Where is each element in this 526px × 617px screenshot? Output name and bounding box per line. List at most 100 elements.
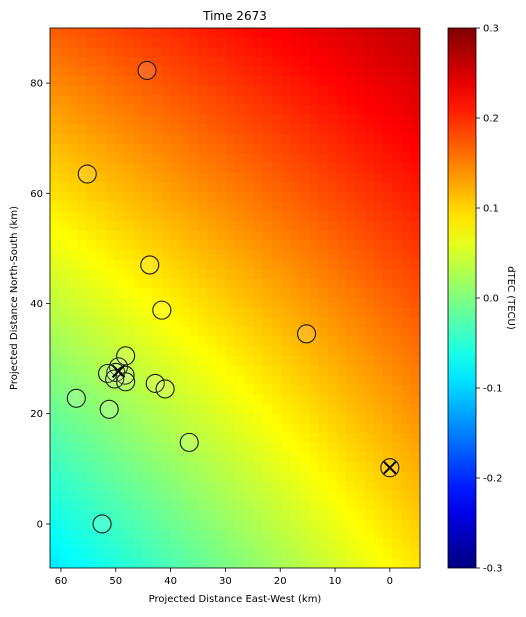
heatmap-cell bbox=[299, 481, 310, 492]
heatmap-cell bbox=[59, 37, 70, 48]
heatmap-cell bbox=[124, 548, 134, 559]
y-axis-label: Projected Distance North-South (km) bbox=[9, 206, 20, 390]
heatmap-cell bbox=[225, 326, 236, 338]
heatmap-cell bbox=[355, 76, 366, 87]
heatmap-cell bbox=[188, 326, 199, 338]
heatmap-cell bbox=[225, 548, 236, 559]
heatmap-cell bbox=[309, 201, 319, 212]
heatmap-cell bbox=[253, 384, 264, 396]
heatmap-cell bbox=[253, 307, 264, 318]
heatmap-cell bbox=[355, 211, 366, 222]
heatmap-cell bbox=[161, 336, 171, 347]
heatmap-cell bbox=[364, 220, 375, 232]
heatmap-cell bbox=[151, 423, 162, 434]
heatmap-cell bbox=[170, 288, 181, 299]
heatmap-cell bbox=[318, 288, 329, 299]
heatmap-cell bbox=[59, 481, 70, 492]
heatmap-cell bbox=[105, 66, 116, 77]
heatmap-cell bbox=[392, 153, 403, 164]
heatmap-cell bbox=[299, 510, 310, 521]
heatmap-cell bbox=[225, 37, 236, 48]
heatmap-cell bbox=[198, 211, 208, 222]
heatmap-cell bbox=[50, 452, 60, 463]
heatmap-cell bbox=[68, 471, 79, 482]
heatmap-cell bbox=[198, 124, 208, 135]
heatmap-cell bbox=[290, 558, 301, 568]
heatmap-cell bbox=[299, 182, 310, 193]
heatmap-cell bbox=[410, 461, 420, 473]
heatmap-cell bbox=[142, 404, 153, 415]
heatmap-cell bbox=[133, 105, 144, 116]
heatmap-cell bbox=[77, 220, 88, 232]
heatmap-cell bbox=[383, 143, 393, 154]
heatmap-cell bbox=[59, 201, 70, 212]
heatmap-cell bbox=[309, 481, 319, 492]
heatmap-cell bbox=[235, 452, 245, 463]
heatmap-cell bbox=[96, 105, 107, 116]
heatmap-cell bbox=[87, 548, 97, 559]
heatmap-cell bbox=[124, 143, 134, 154]
heatmap-cell bbox=[50, 317, 60, 328]
heatmap-cell bbox=[105, 336, 116, 347]
heatmap-cell bbox=[346, 500, 356, 511]
heatmap-cell bbox=[290, 95, 301, 106]
heatmap-cell bbox=[225, 56, 236, 68]
heatmap-cell bbox=[392, 259, 403, 270]
heatmap-cell bbox=[87, 355, 97, 367]
heatmap-cell bbox=[336, 201, 347, 212]
heatmap-cell bbox=[318, 510, 329, 521]
heatmap-cell bbox=[272, 423, 282, 434]
heatmap-cell bbox=[170, 307, 181, 318]
heatmap-cell bbox=[401, 558, 412, 568]
heatmap-cell bbox=[235, 211, 245, 222]
heatmap-cell bbox=[262, 326, 273, 338]
heatmap-cell bbox=[281, 346, 292, 357]
heatmap-cell bbox=[244, 539, 255, 550]
heatmap-cell bbox=[133, 298, 144, 309]
heatmap-cell bbox=[77, 433, 88, 444]
heatmap-cell bbox=[114, 346, 125, 357]
heatmap-cell bbox=[207, 394, 218, 405]
heatmap-cell bbox=[105, 481, 116, 492]
heatmap-cell bbox=[309, 47, 319, 58]
heatmap-cell bbox=[355, 317, 366, 328]
heatmap-cell bbox=[383, 394, 393, 405]
heatmap-cell bbox=[309, 548, 319, 559]
heatmap-cell bbox=[309, 298, 319, 309]
heatmap-cell bbox=[198, 471, 208, 482]
heatmap-cell bbox=[401, 510, 412, 521]
heatmap-cell bbox=[392, 326, 403, 338]
heatmap-cell bbox=[327, 249, 338, 261]
heatmap-cell bbox=[262, 433, 273, 444]
heatmap-cell bbox=[151, 394, 162, 405]
heatmap-cell bbox=[87, 240, 97, 251]
heatmap-cell bbox=[96, 201, 107, 212]
heatmap-cell bbox=[401, 433, 412, 444]
heatmap-cell bbox=[318, 163, 329, 174]
heatmap-cell bbox=[235, 539, 245, 550]
heatmap-cell bbox=[114, 288, 125, 299]
heatmap-cell bbox=[392, 85, 403, 97]
heatmap-cell bbox=[299, 211, 310, 222]
heatmap-cell bbox=[272, 346, 282, 357]
heatmap-cell bbox=[188, 452, 199, 463]
heatmap-cell bbox=[401, 490, 412, 502]
heatmap-cell bbox=[235, 346, 245, 357]
heatmap-cell bbox=[87, 211, 97, 222]
heatmap-cell bbox=[151, 153, 162, 164]
heatmap-cell bbox=[198, 278, 208, 289]
heatmap-cell bbox=[244, 124, 255, 135]
x-tick-label: 10 bbox=[329, 576, 342, 587]
heatmap-cell bbox=[68, 394, 79, 405]
heatmap-cell bbox=[179, 413, 190, 424]
heatmap-cell bbox=[309, 163, 319, 174]
heatmap-cell bbox=[198, 143, 208, 154]
heatmap-cell bbox=[105, 240, 116, 251]
heatmap-cell bbox=[290, 404, 301, 415]
heatmap-cell bbox=[124, 114, 134, 126]
heatmap-cell bbox=[309, 105, 319, 116]
heatmap-cell bbox=[68, 114, 79, 126]
heatmap-cell bbox=[142, 172, 153, 183]
heatmap-cell bbox=[253, 317, 264, 328]
heatmap-cell bbox=[87, 423, 97, 434]
